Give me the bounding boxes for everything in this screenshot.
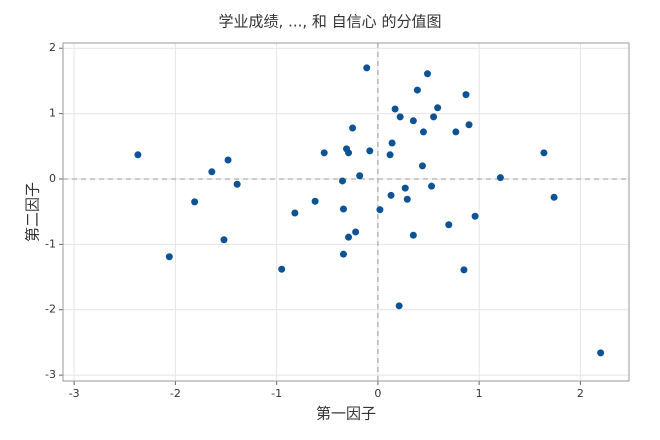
point [191, 198, 199, 206]
point [387, 191, 395, 199]
point [320, 149, 328, 157]
x-tick-label: -3 [69, 387, 80, 400]
point [460, 266, 468, 274]
point [540, 149, 548, 157]
plot-frame [62, 42, 630, 382]
point [291, 209, 299, 217]
y-tick-label: 1 [49, 107, 56, 120]
x-tick-label: -1 [271, 387, 282, 400]
x-tick-label: 2 [577, 387, 584, 400]
point [418, 162, 426, 170]
point [409, 117, 417, 125]
point [386, 151, 394, 159]
x-tick-label: 0 [374, 387, 381, 400]
point [224, 156, 232, 164]
point [349, 124, 357, 132]
chart-title: 学业成绩, ..., 和 自信心 的分值图 [219, 13, 442, 31]
point [465, 121, 473, 129]
point [220, 236, 228, 244]
point [445, 221, 453, 229]
point [366, 147, 374, 155]
point [396, 113, 404, 121]
point [356, 172, 364, 180]
point [419, 128, 427, 136]
point [434, 104, 442, 112]
point [134, 151, 142, 159]
point [388, 139, 396, 147]
point [233, 180, 241, 188]
point [352, 228, 360, 236]
y-tick-label: -3 [45, 368, 56, 381]
point [395, 302, 403, 310]
point [413, 86, 421, 94]
point [363, 64, 371, 72]
point [339, 205, 347, 213]
point [471, 212, 479, 220]
point [403, 195, 411, 203]
point [208, 168, 216, 176]
point [339, 250, 347, 258]
point [391, 105, 399, 113]
point [338, 177, 346, 185]
point [409, 231, 417, 239]
point [430, 113, 438, 121]
point [278, 265, 286, 273]
point [376, 206, 384, 214]
point [550, 193, 558, 201]
y-tick-label: 2 [49, 41, 56, 54]
point [345, 149, 353, 157]
y-tick-label: -1 [45, 237, 56, 250]
y-tick-label: 0 [49, 172, 56, 185]
point [428, 182, 436, 190]
y-tick-label: -2 [45, 303, 56, 316]
point [597, 349, 605, 357]
x-tick-label: -2 [170, 387, 181, 400]
point [424, 70, 432, 78]
point [165, 253, 173, 261]
y-axis-label: 第二因子 [24, 182, 42, 242]
x-tick-label: 1 [476, 387, 483, 400]
point [345, 233, 353, 241]
point [401, 184, 409, 192]
point [496, 174, 504, 182]
x-axis-label: 第一因子 [316, 405, 376, 423]
point [452, 128, 460, 136]
point [311, 197, 319, 205]
point [462, 91, 470, 99]
